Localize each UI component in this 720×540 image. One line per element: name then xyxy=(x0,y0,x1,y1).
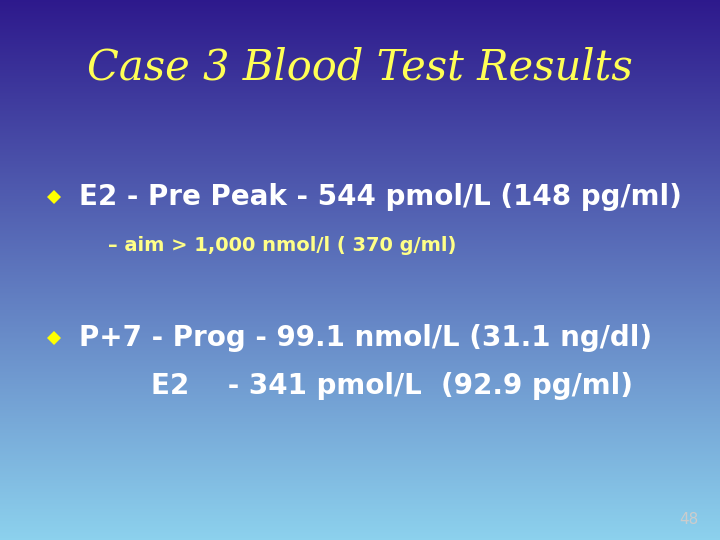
Text: E2    - 341 pmol/L  (92.9 pg/ml): E2 - 341 pmol/L (92.9 pg/ml) xyxy=(151,372,633,400)
Text: – aim > 1,000 nmol/l ( 370 g/ml): – aim > 1,000 nmol/l ( 370 g/ml) xyxy=(108,236,456,255)
Text: 48: 48 xyxy=(679,511,698,526)
Text: P+7 - Prog - 99.1 nmol/L (31.1 ng/dl): P+7 - Prog - 99.1 nmol/L (31.1 ng/dl) xyxy=(79,323,652,352)
Text: E2 - Pre Peak - 544 pmol/L (148 pg/ml): E2 - Pre Peak - 544 pmol/L (148 pg/ml) xyxy=(79,183,682,211)
Text: Case 3 Blood Test Results: Case 3 Blood Test Results xyxy=(87,46,633,89)
